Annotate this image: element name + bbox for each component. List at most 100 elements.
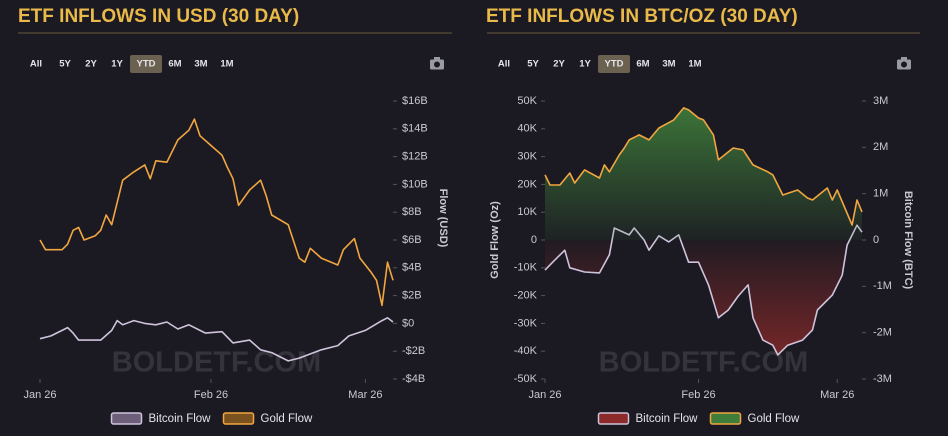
series-area [545, 107, 862, 241]
range-button[interactable]: All [498, 59, 510, 70]
y-tick-label: $10B [402, 178, 428, 190]
legend-swatch [709, 412, 742, 425]
y-tick-label: 20K [517, 178, 537, 190]
range-button-label: YTD [137, 59, 156, 70]
camera-lens [434, 61, 440, 68]
range-button[interactable]: All [30, 59, 42, 70]
y-tick-label: $4B [402, 262, 422, 274]
y-tick-label: -50K [514, 373, 538, 385]
range-button[interactable]: 2Y [85, 59, 97, 70]
camera-top [434, 57, 440, 60]
y-tick-label: $12B [402, 151, 428, 163]
y-tick-label: $6B [402, 234, 422, 246]
legend-item[interactable]: Bitcoin Flow [110, 412, 212, 425]
watermark: BOLDETF.COM [599, 347, 808, 379]
camera-lens [901, 61, 907, 68]
y-tick-label: $14B [402, 123, 428, 135]
range-button-label: 1Y [579, 59, 591, 70]
y-tick-label: -40K [514, 345, 538, 357]
legend-swatch [597, 412, 630, 425]
range-button-label: 3M [662, 59, 675, 70]
range-button[interactable]: 5Y [527, 59, 539, 70]
range-button[interactable]: 1Y [579, 59, 591, 70]
legend-item[interactable]: Gold Flow [222, 412, 313, 425]
legend-item[interactable]: Gold Flow [709, 412, 800, 425]
range-button-label: 3M [194, 59, 207, 70]
x-tick-label: Jan 26 [23, 389, 56, 401]
y-tick-label: -20K [514, 290, 538, 302]
series-area [545, 225, 862, 355]
range-button-label: 6M [636, 59, 649, 70]
y2-tick-label: -3M [873, 373, 892, 385]
range-button-label: 1Y [111, 59, 123, 70]
range-button-label: YTD [605, 59, 624, 70]
series-line [544, 107, 863, 226]
range-button-label: All [498, 59, 510, 70]
range-button-label: 2Y [85, 59, 97, 70]
range-button[interactable]: 3M [662, 59, 675, 70]
legend-label: Bitcoin Flow [149, 413, 212, 425]
y-axis-label: Gold Flow (Oz) [489, 201, 501, 279]
y2-tick-label: 1M [873, 188, 888, 200]
series-line [39, 317, 394, 362]
legend-swatch [222, 412, 255, 425]
range-button[interactable]: 5Y [59, 59, 71, 70]
camera-top [901, 57, 907, 60]
y-tick-label: $0 [402, 317, 414, 329]
y-tick-label: -$2B [402, 345, 425, 357]
x-tick-label: Mar 26 [348, 389, 382, 401]
x-tick-label: Mar 26 [820, 389, 854, 401]
y-tick-label: 10K [517, 206, 537, 218]
legend-item[interactable]: Bitcoin Flow [597, 412, 699, 425]
range-button[interactable]: 2Y [553, 59, 565, 70]
legend-swatch [110, 412, 143, 425]
x-tick-label: Jan 26 [528, 389, 561, 401]
y-tick-label: 40K [517, 123, 537, 135]
range-button-label: 1M [688, 59, 701, 70]
chart-title: ETF INFLOWS IN BTC/OZ (30 DAY) [486, 6, 798, 27]
y2-axis-label: Bitcoin Flow (BTC) [902, 191, 914, 290]
range-button[interactable]: 1M [688, 59, 701, 70]
range-button[interactable]: 1M [220, 59, 233, 70]
y2-tick-label: -1M [873, 280, 892, 292]
series-line [39, 118, 394, 307]
legend-label: Bitcoin Flow [636, 413, 699, 425]
range-button-label: 1M [220, 59, 233, 70]
y2-tick-label: 0 [873, 234, 879, 246]
y2-tick-label: 3M [873, 95, 888, 107]
y-tick-label: 0 [531, 234, 537, 246]
legend-label: Gold Flow [748, 413, 800, 425]
range-button-label: 5Y [59, 59, 71, 70]
camera-icon[interactable] [897, 57, 911, 70]
x-tick-label: Feb 26 [194, 389, 228, 401]
range-button[interactable]: 6M [636, 59, 649, 70]
range-button[interactable]: 3M [194, 59, 207, 70]
camera-icon[interactable] [430, 57, 444, 70]
y2-tick-label: -2M [873, 327, 892, 339]
y2-tick-label: 2M [873, 141, 888, 153]
range-button-label: 5Y [527, 59, 539, 70]
y-tick-label: -$4B [402, 373, 425, 385]
range-button-label: All [30, 59, 42, 70]
range-button-label: 6M [168, 59, 181, 70]
y-axis-label: Flow (USD) [437, 189, 449, 248]
range-button-label: 2Y [553, 59, 565, 70]
legend-label: Gold Flow [261, 413, 313, 425]
series-line [544, 224, 863, 356]
chart-title: ETF INFLOWS IN USD (30 DAY) [18, 6, 299, 27]
y-tick-label: $2B [402, 290, 422, 302]
y-tick-label: 30K [517, 151, 537, 163]
range-button-active [598, 55, 630, 73]
y-tick-label: 50K [517, 95, 537, 107]
x-tick-label: Feb 26 [681, 389, 715, 401]
y-tick-label: -10K [514, 262, 538, 274]
y-tick-label: $16B [402, 95, 428, 107]
range-button[interactable]: YTD [130, 55, 162, 73]
range-button[interactable]: 6M [168, 59, 181, 70]
range-button[interactable]: YTD [598, 55, 630, 73]
watermark: BOLDETF.COM [112, 347, 321, 379]
y-tick-label: $8B [402, 206, 422, 218]
range-button-active [130, 55, 162, 73]
range-button[interactable]: 1Y [111, 59, 123, 70]
